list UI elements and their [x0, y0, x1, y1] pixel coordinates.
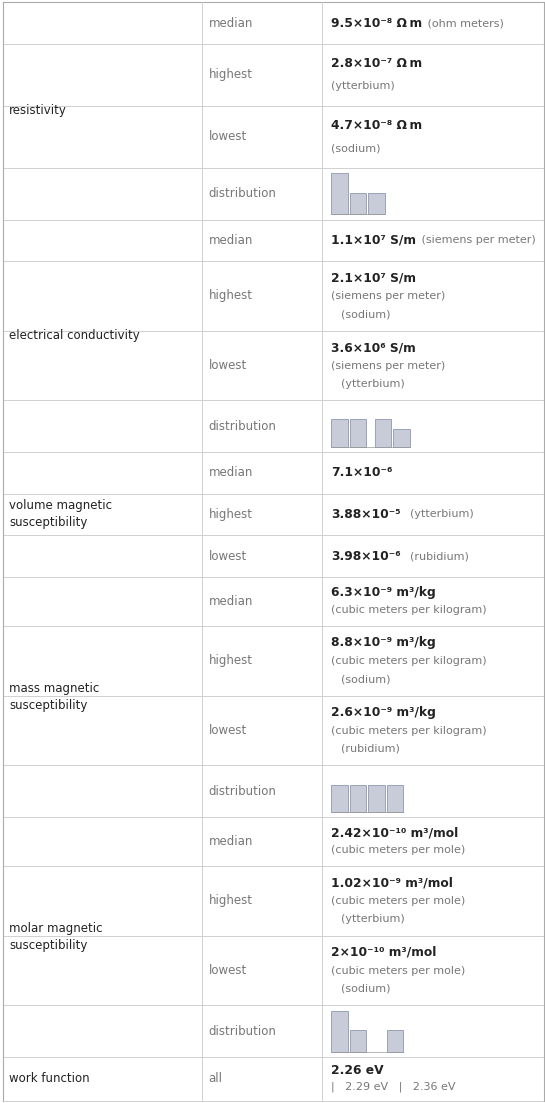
Text: |   2.29 eV   |   2.36 eV: | 2.29 eV | 2.36 eV	[331, 1082, 456, 1092]
Text: median: median	[209, 234, 253, 247]
Bar	[331, 785, 348, 812]
Text: lowest: lowest	[209, 549, 247, 563]
Text: 2×10⁻¹⁰ m³/mol: 2×10⁻¹⁰ m³/mol	[331, 946, 437, 959]
Text: (sodium): (sodium)	[341, 674, 391, 684]
Text: (ytterbium): (ytterbium)	[403, 510, 474, 520]
Text: (siemens per meter): (siemens per meter)	[418, 235, 536, 245]
Text: work function: work function	[9, 1072, 90, 1085]
Text: distribution: distribution	[209, 784, 277, 797]
Text: 9.5×10⁻⁸ Ω m: 9.5×10⁻⁸ Ω m	[331, 17, 422, 30]
Text: (siemens per meter): (siemens per meter)	[331, 361, 446, 371]
Text: (cubic meters per kilogram): (cubic meters per kilogram)	[331, 606, 487, 615]
Text: 3.88×10⁻⁵: 3.88×10⁻⁵	[331, 507, 401, 521]
Text: distribution: distribution	[209, 1025, 277, 1038]
Text: volume magnetic
susceptibility: volume magnetic susceptibility	[9, 500, 112, 529]
Text: (rubidium): (rubidium)	[341, 743, 400, 753]
Bar	[331, 1010, 348, 1052]
Text: highest: highest	[209, 895, 253, 908]
Text: lowest: lowest	[209, 724, 247, 737]
Text: lowest: lowest	[209, 964, 247, 977]
Bar	[331, 419, 348, 447]
Text: lowest: lowest	[209, 360, 247, 372]
Bar	[387, 785, 403, 812]
Text: (sodium): (sodium)	[341, 984, 391, 994]
Text: highest: highest	[209, 68, 253, 82]
Bar	[350, 1030, 366, 1052]
Text: (cubic meters per kilogram): (cubic meters per kilogram)	[331, 726, 487, 736]
Text: highest: highest	[209, 507, 253, 521]
Text: (sodium): (sodium)	[331, 143, 381, 153]
Text: 4.7×10⁻⁸ Ω m: 4.7×10⁻⁸ Ω m	[331, 119, 422, 132]
Text: 2.26 eV: 2.26 eV	[331, 1064, 384, 1078]
Text: 2.6×10⁻⁹ m³/kg: 2.6×10⁻⁹ m³/kg	[331, 706, 436, 719]
Bar	[368, 193, 385, 214]
Bar	[387, 1030, 403, 1052]
Text: all: all	[209, 1072, 223, 1085]
Text: 8.8×10⁻⁹ m³/kg: 8.8×10⁻⁹ m³/kg	[331, 636, 436, 650]
Text: lowest: lowest	[209, 130, 247, 143]
Text: (cubic meters per mole): (cubic meters per mole)	[331, 965, 465, 975]
Text: distribution: distribution	[209, 420, 277, 432]
Text: (cubic meters per mole): (cubic meters per mole)	[331, 845, 465, 855]
Text: median: median	[209, 17, 253, 30]
Text: highest: highest	[209, 289, 253, 302]
Bar	[350, 785, 366, 812]
Text: highest: highest	[209, 654, 253, 667]
Text: molar magnetic
susceptibility: molar magnetic susceptibility	[9, 922, 103, 952]
Text: (ohm meters): (ohm meters)	[424, 18, 504, 28]
Bar	[368, 785, 385, 812]
Text: (ytterbium): (ytterbium)	[331, 81, 395, 92]
Text: (cubic meters per kilogram): (cubic meters per kilogram)	[331, 656, 487, 666]
Text: resistivity: resistivity	[9, 105, 67, 117]
Text: (rubidium): (rubidium)	[403, 552, 469, 561]
Bar	[375, 419, 391, 447]
Text: 3.98×10⁻⁶: 3.98×10⁻⁶	[331, 549, 401, 563]
Text: median: median	[209, 467, 253, 480]
Text: 3.6×10⁶ S/m: 3.6×10⁶ S/m	[331, 341, 416, 354]
Text: 1.1×10⁷ S/m: 1.1×10⁷ S/m	[331, 234, 416, 247]
Text: (ytterbium): (ytterbium)	[341, 914, 405, 924]
Text: mass magnetic
susceptibility: mass magnetic susceptibility	[9, 682, 100, 711]
Bar	[393, 429, 410, 447]
Text: 2.42×10⁻¹⁰ m³/mol: 2.42×10⁻¹⁰ m³/mol	[331, 826, 458, 839]
Text: electrical conductivity: electrical conductivity	[9, 329, 140, 342]
Text: 2.1×10⁷ S/m: 2.1×10⁷ S/m	[331, 271, 416, 285]
Text: 2.8×10⁻⁷ Ω m: 2.8×10⁻⁷ Ω m	[331, 57, 422, 71]
Text: (cubic meters per mole): (cubic meters per mole)	[331, 896, 465, 906]
Bar	[331, 173, 348, 214]
Text: median: median	[209, 835, 253, 848]
Text: 7.1×10⁻⁶: 7.1×10⁻⁶	[331, 467, 393, 480]
Text: median: median	[209, 595, 253, 608]
Text: distribution: distribution	[209, 188, 277, 201]
Text: 1.02×10⁻⁹ m³/mol: 1.02×10⁻⁹ m³/mol	[331, 876, 453, 889]
Bar	[350, 193, 366, 214]
Text: 6.3×10⁻⁹ m³/kg: 6.3×10⁻⁹ m³/kg	[331, 586, 436, 599]
Text: (sodium): (sodium)	[341, 309, 391, 319]
Text: (siemens per meter): (siemens per meter)	[331, 291, 446, 301]
Text: (ytterbium): (ytterbium)	[341, 378, 405, 388]
Bar	[350, 419, 366, 447]
